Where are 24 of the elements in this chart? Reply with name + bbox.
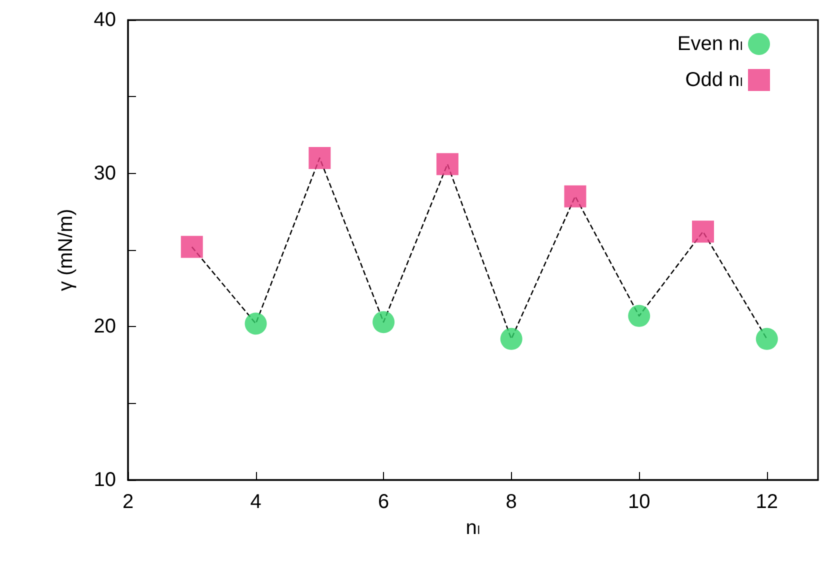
x-tick-label: 12 bbox=[756, 491, 778, 513]
legend-label: Even nₗ bbox=[677, 33, 743, 55]
point bbox=[308, 147, 331, 169]
point bbox=[372, 311, 395, 334]
y-axis-title: γ (mN/m) bbox=[55, 208, 77, 292]
y-tick-label: 10 bbox=[94, 469, 116, 491]
legend-label: Odd nₗ bbox=[685, 69, 743, 91]
x-tick-label: 8 bbox=[506, 491, 517, 513]
point bbox=[692, 220, 714, 243]
x-tick-label: 4 bbox=[250, 491, 262, 513]
point bbox=[628, 304, 650, 327]
point bbox=[436, 153, 458, 176]
x-axis-title: nₗ bbox=[466, 517, 480, 539]
y-tick-label: 40 bbox=[94, 9, 116, 31]
point bbox=[244, 312, 267, 335]
x-tick-label: 2 bbox=[122, 491, 134, 513]
point bbox=[500, 328, 522, 350]
y-tick-label: 30 bbox=[94, 162, 116, 184]
point bbox=[756, 328, 778, 350]
point bbox=[180, 236, 203, 258]
point bbox=[564, 185, 586, 208]
x-tick-label: 10 bbox=[628, 491, 650, 513]
x-tick-label: 6 bbox=[378, 491, 390, 513]
y-tick-label: 20 bbox=[94, 316, 116, 338]
